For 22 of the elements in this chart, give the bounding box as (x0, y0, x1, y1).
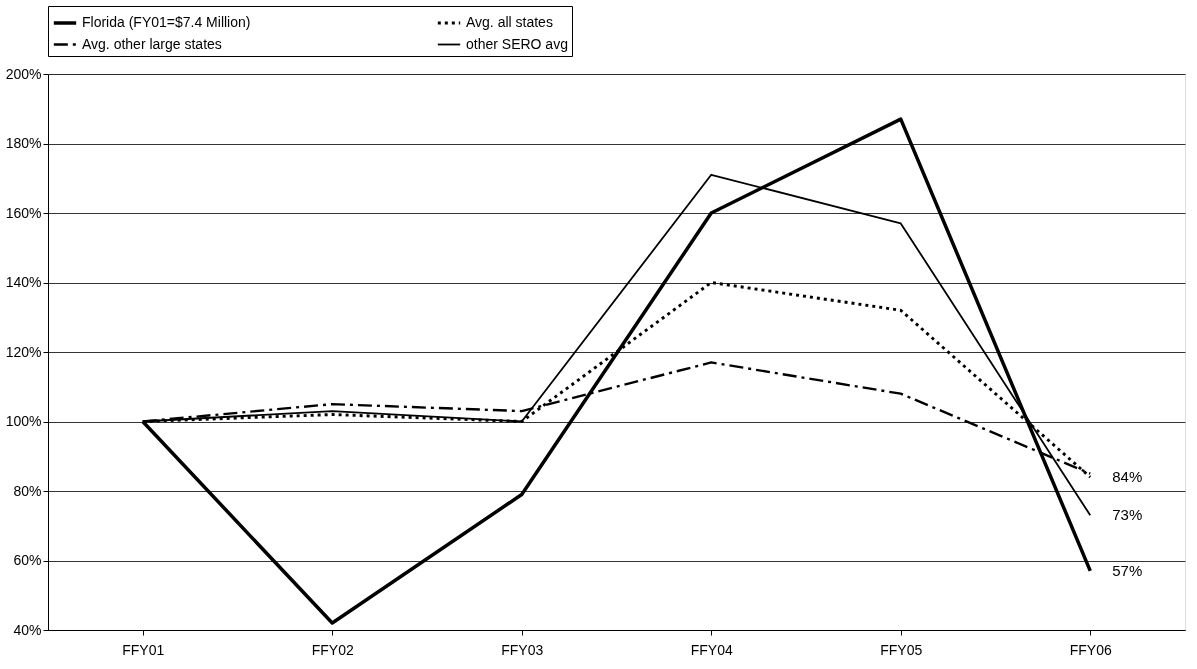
x-tick-label: FFY03 (501, 641, 544, 658)
legend-label: Florida (FY01=$7.4 Million) (82, 14, 251, 30)
y-tick-label: 60% (13, 552, 42, 568)
y-tick-label: 100% (5, 413, 42, 429)
legend-label: Avg. other large states (82, 35, 222, 52)
legend-label: other SERO avg (466, 35, 568, 52)
x-tick-label: FFY01 (122, 641, 165, 658)
y-tick-label: 200% (5, 65, 42, 82)
y-tick-label: 120% (5, 343, 42, 360)
y-tick-label: 160% (5, 204, 42, 221)
x-tick-label: FFY06 (1069, 641, 1112, 658)
y-tick-label: 180% (5, 135, 42, 151)
y-tick-label: 140% (5, 274, 42, 290)
data-label: 84% (1112, 468, 1143, 486)
x-tick-label: FFY05 (880, 641, 923, 658)
legend-label: Avg. all states (466, 14, 553, 30)
x-tick-label: FFY02 (311, 641, 354, 658)
data-label: 73% (1112, 506, 1143, 524)
y-tick-label: 80% (13, 482, 42, 499)
data-label: 57% (1112, 561, 1143, 579)
x-tick-label: FFY04 (690, 641, 733, 658)
y-tick-label: 40% (13, 621, 42, 638)
